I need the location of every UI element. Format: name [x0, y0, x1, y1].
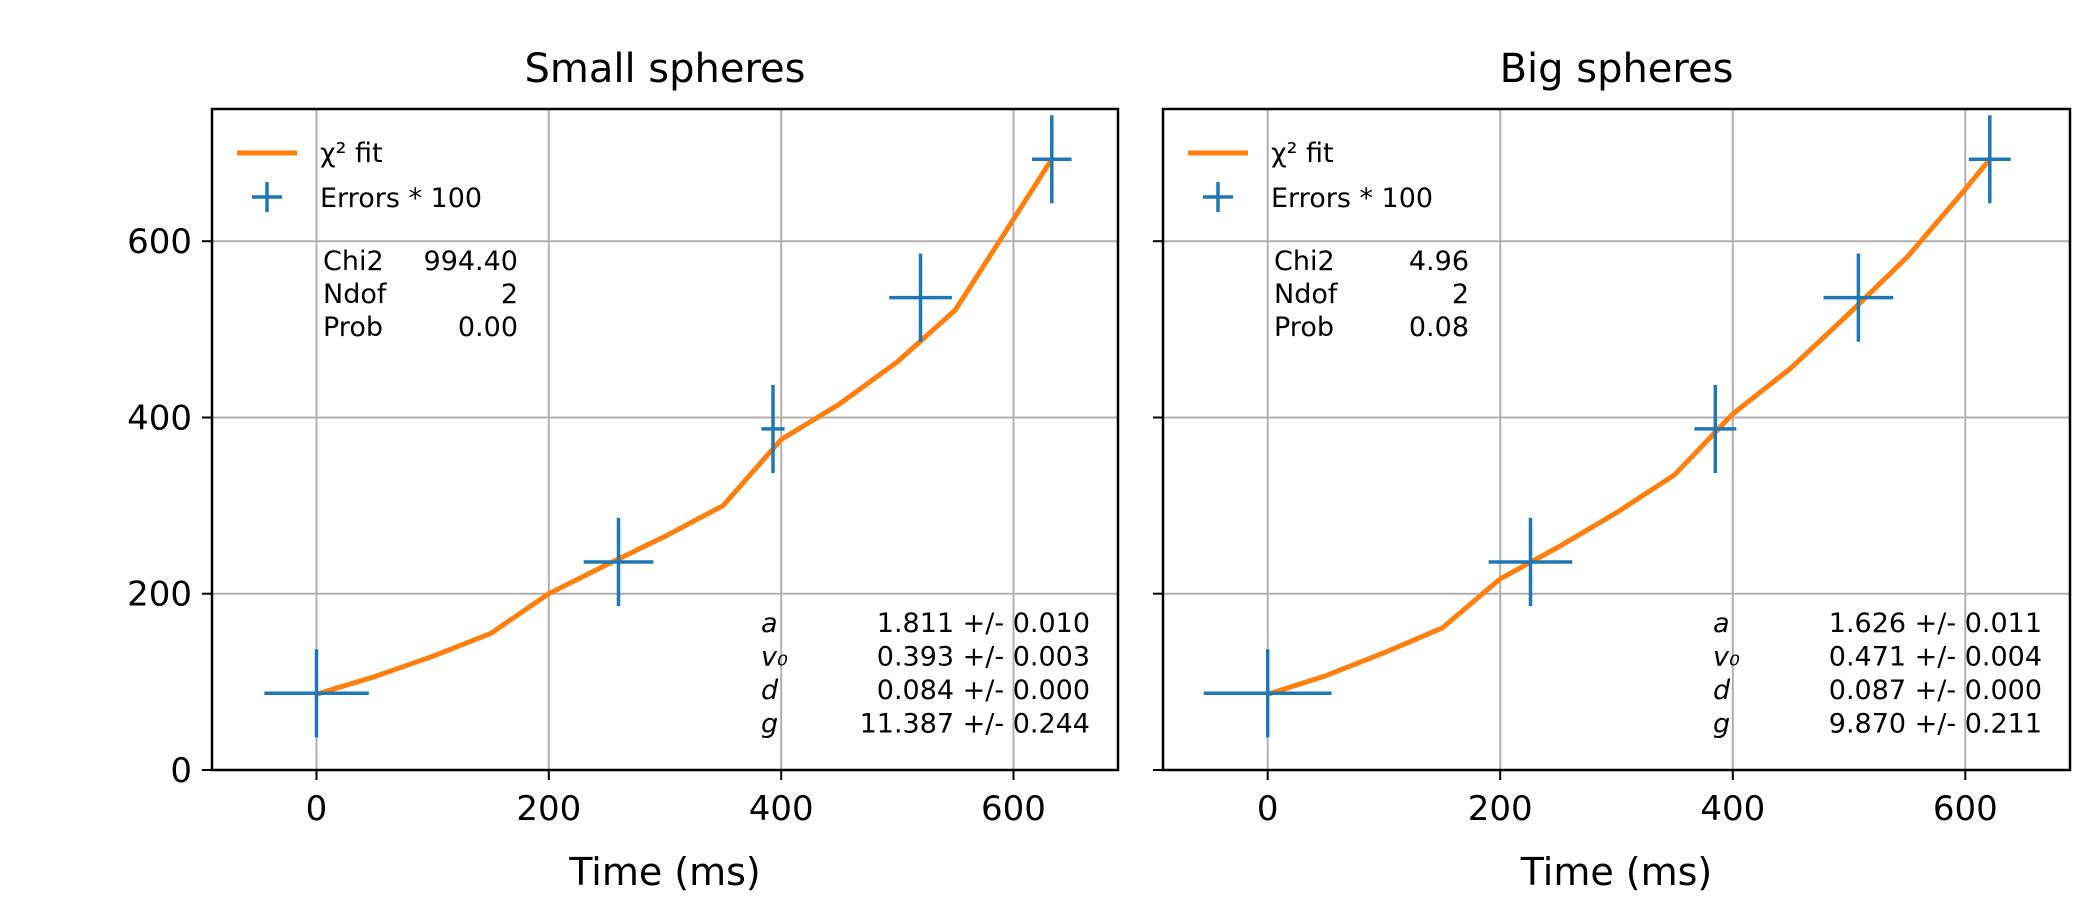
- x-tick-label: 0: [1257, 789, 1279, 829]
- param-symbol: a: [1713, 608, 1730, 639]
- param-symbol: a: [761, 608, 778, 639]
- legend-errors-label: Errors * 100: [320, 183, 482, 214]
- data-point: [1488, 517, 1573, 607]
- chart-panel-2: 0 200 400 600 Big spheres Time (ms) χ² fit Erro…: [1153, 46, 2072, 894]
- param-value: 0.084 +/- 0.000: [877, 675, 1090, 706]
- y-tick-label: 600: [127, 222, 192, 262]
- stat-value: 2: [501, 279, 518, 310]
- fit-params: a 1.811 +/- 0.010 v₀ 0.393 +/- 0.003 d 0.084 …: [761, 608, 1090, 740]
- stat-label: Ndof: [323, 279, 388, 310]
- x-axis-label: Time (ms): [1520, 850, 1713, 894]
- data-point: [583, 517, 654, 607]
- param-symbol: g: [1713, 709, 1730, 740]
- x-tick-label: 400: [749, 789, 814, 829]
- y-tick-label: 0: [170, 751, 192, 791]
- param-value: 9.870 +/- 0.211: [1829, 709, 2042, 740]
- data-point: [889, 253, 952, 342]
- x-tick-label: 600: [981, 789, 1046, 829]
- fit-line: [314, 156, 1055, 697]
- param-symbol: g: [761, 709, 778, 740]
- stat-value: 0.08: [1409, 312, 1469, 343]
- fit-params: a 1.626 +/- 0.011 v₀ 0.471 +/- 0.004 d 0.087 …: [1713, 608, 2042, 740]
- x-axis-label: Time (ms): [568, 850, 761, 894]
- y-tick-label: 400: [127, 399, 192, 439]
- data-point: [1032, 115, 1072, 204]
- x-tick-label: 600: [1933, 789, 1998, 829]
- param-symbol: d: [1713, 675, 1731, 706]
- data-point: [1968, 115, 2011, 204]
- param-value: 11.387 +/- 0.244: [860, 709, 1090, 740]
- stat-label: Chi2: [1274, 246, 1335, 277]
- x-tick-label: 200: [516, 789, 581, 829]
- fit-stats: Chi2 4.96 Ndof 2 Prob 0.08: [1274, 246, 1469, 343]
- chart-title: Big spheres: [1500, 46, 1734, 92]
- stat-label: Ndof: [1274, 279, 1339, 310]
- chart-panel-1: 0 200 400 600 0 200 400 600 Small spheres Time (m…: [127, 46, 1120, 894]
- legend-errors-label: Errors * 100: [1271, 183, 1433, 214]
- axes-frame: [1161, 107, 2072, 772]
- param-value: 0.393 +/- 0.003: [877, 642, 1090, 673]
- fit-stats: Chi2 994.40 Ndof 2 Prob 0.00: [323, 246, 518, 343]
- x-tick-label: 0: [306, 789, 328, 829]
- stat-label: Prob: [1274, 312, 1334, 343]
- stat-value: 0.00: [458, 312, 518, 343]
- legend: χ² fit Errors * 100: [1188, 138, 1433, 214]
- data-point: [1694, 384, 1737, 473]
- data-point: [264, 649, 369, 738]
- param-symbol: d: [761, 675, 779, 706]
- data-point: [1823, 253, 1894, 342]
- axes-frame: [210, 107, 1120, 772]
- legend-fit-label: χ² fit: [320, 138, 383, 169]
- stat-value: 2: [1452, 279, 1469, 310]
- x-tick-label: 400: [1700, 789, 1765, 829]
- legend-fit-label: χ² fit: [1271, 138, 1334, 169]
- legend: χ² fit Errors * 100: [237, 138, 482, 214]
- x-tick-label: 200: [1468, 789, 1533, 829]
- data-point: [1203, 649, 1332, 738]
- param-value: 1.626 +/- 0.011: [1829, 608, 2042, 639]
- chart-title: Small spheres: [524, 46, 805, 92]
- stat-value: 4.96: [1409, 246, 1469, 277]
- param-value: 0.087 +/- 0.000: [1829, 675, 2042, 706]
- param-value: 0.471 +/- 0.004: [1829, 642, 2042, 673]
- y-tick-label: 200: [127, 575, 192, 615]
- param-symbol: v₀: [1713, 642, 1740, 673]
- stat-label: Prob: [323, 312, 383, 343]
- param-symbol: v₀: [761, 642, 788, 673]
- stat-label: Chi2: [323, 246, 384, 277]
- data-point: [761, 384, 785, 473]
- fit-line: [1265, 156, 1993, 697]
- stat-value: 994.40: [424, 246, 518, 277]
- param-value: 1.811 +/- 0.010: [877, 608, 1090, 639]
